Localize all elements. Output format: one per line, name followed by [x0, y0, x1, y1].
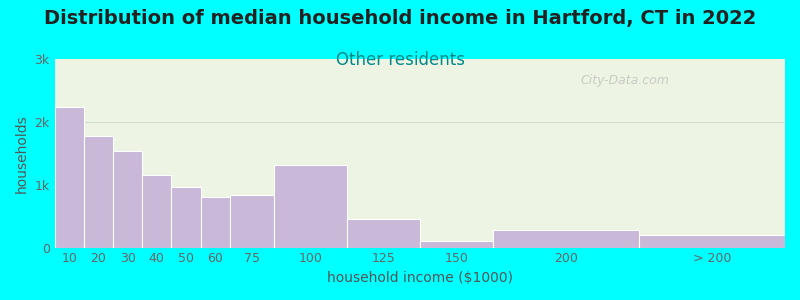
Bar	[142, 175, 171, 248]
Text: City-Data.com: City-Data.com	[581, 74, 670, 87]
Text: Other residents: Other residents	[335, 51, 465, 69]
Y-axis label: households: households	[15, 114, 29, 193]
Bar	[113, 152, 142, 248]
Bar	[84, 136, 113, 247]
Bar	[201, 197, 230, 248]
Bar	[639, 235, 785, 247]
Bar	[274, 165, 346, 248]
Bar	[420, 241, 493, 248]
Bar	[346, 219, 420, 247]
X-axis label: household income ($1000): household income ($1000)	[326, 271, 513, 285]
Bar	[230, 195, 274, 248]
Bar	[54, 107, 84, 248]
Bar	[493, 230, 639, 247]
Text: Distribution of median household income in Hartford, CT in 2022: Distribution of median household income …	[44, 9, 756, 28]
Bar	[171, 187, 201, 247]
